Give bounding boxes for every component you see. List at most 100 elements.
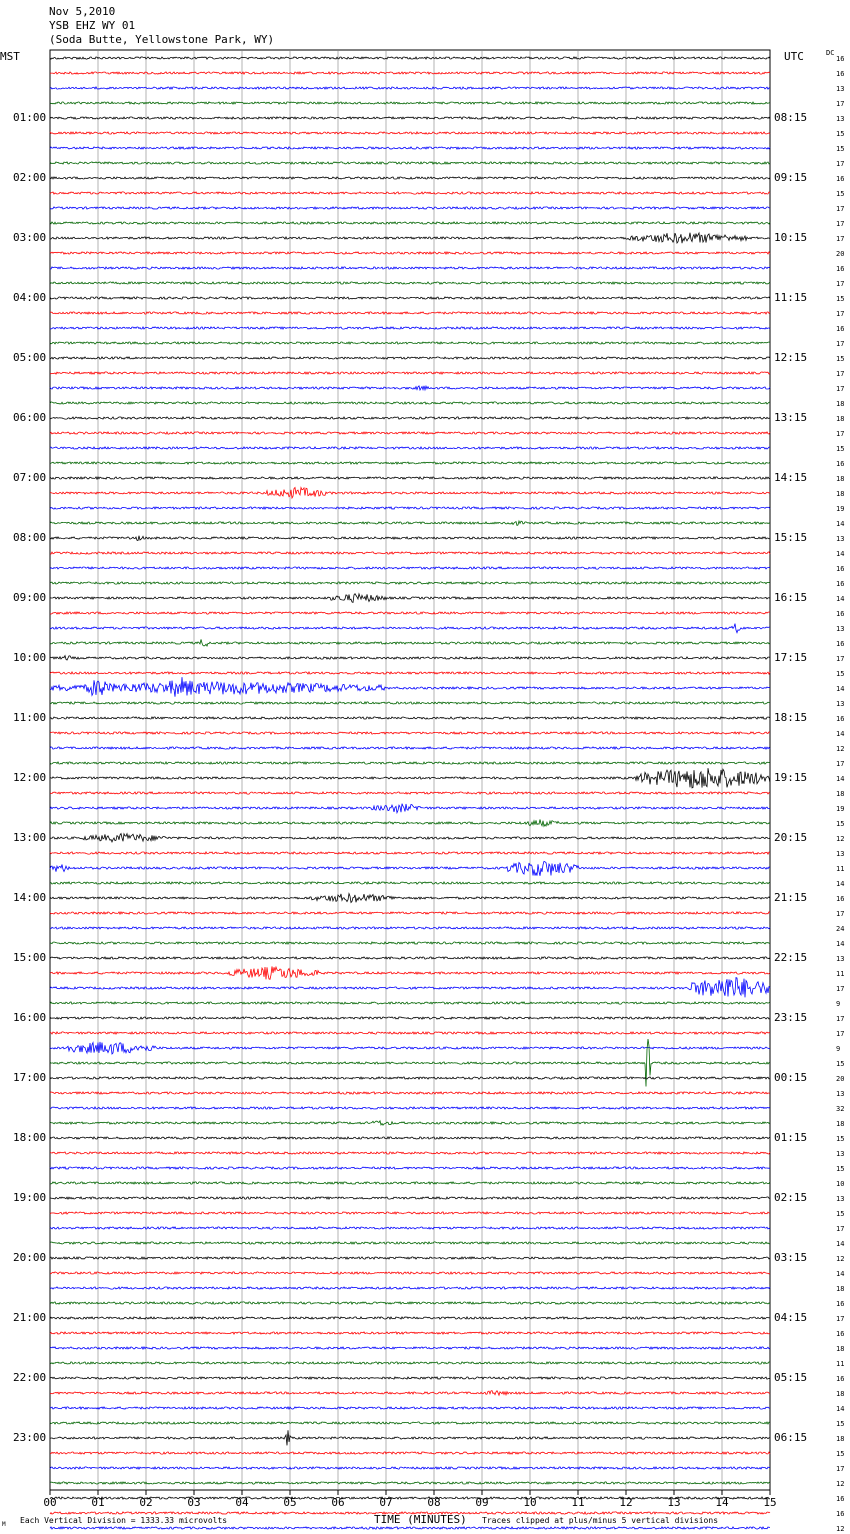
trace-row [50,1430,771,1446]
trace-row [49,1421,771,1425]
trace-row [49,176,771,180]
utc-hour-label: 11:15 [774,291,808,304]
dc-offset-value: 15 [836,130,845,138]
dc-offset-value: 18 [836,490,845,498]
dc-offset-value: 17 [836,760,845,768]
utc-hour-label: 02:15 [774,1191,808,1204]
dc-offset-value: 15 [836,1165,845,1173]
dc-offset-value: 18 [836,400,845,408]
trace-row [49,296,771,300]
x-tick-label: 09 [475,1496,488,1509]
dc-offset-value: 18 [836,1390,845,1398]
dc-offset-value: 16 [836,1510,845,1518]
x-tick-label: 02 [139,1496,152,1509]
mst-hour-label: 09:00 [13,591,47,604]
x-tick-label: 08 [427,1496,440,1509]
mst-hour-label: 17:00 [13,1071,47,1084]
dc-offset-value: 15 [836,145,845,153]
trace-row [49,1361,771,1365]
trace-row [49,677,771,697]
utc-hour-label: 22:15 [774,951,808,964]
trace-row [49,581,771,585]
dc-offset-value: 14 [836,730,845,738]
trace-row [49,1136,771,1140]
dc-offset-value: 17 [836,1315,845,1323]
dc-offset-value: 17 [836,235,845,243]
trace-row [49,116,771,120]
trace-row [49,519,771,526]
dc-offset-value: 11 [836,865,845,873]
dc-offset-value: 13 [836,115,845,123]
dc-offset-value: 14 [836,1240,845,1248]
trace-row [49,851,771,855]
dc-offset-value: 13 [836,1150,845,1158]
dc-offset-value: 18 [836,1435,845,1443]
trace-row [49,1076,771,1080]
dc-offset-value: 14 [836,550,845,558]
trace-row [49,880,771,885]
utc-hour-label: 20:15 [774,831,808,844]
dc-offset-value: 15 [836,1210,845,1218]
dc-offset-value: 16 [836,715,845,723]
trace-row [49,1331,771,1335]
utc-hour-label: 18:15 [774,711,808,724]
mst-hour-label: 13:00 [13,831,47,844]
dc-offset-value: 12 [836,1525,845,1533]
mst-hour-label: 15:00 [13,951,47,964]
trace-row [49,101,771,105]
x-tick-label: 04 [235,1496,249,1509]
trace-row [49,1211,771,1215]
dc-offset-value: 16 [836,265,845,273]
trace-row [49,145,771,151]
trace-row [49,1526,771,1530]
dc-offset-value: 13 [836,1195,845,1203]
right-timezone-label: UTC [784,50,804,63]
trace-row [49,566,771,570]
dc-offset-value: 18 [836,475,845,483]
utc-hour-label: 19:15 [774,771,808,784]
trace-row [49,1226,771,1230]
trace-row [49,431,771,435]
dc-offset-value: 15 [836,1060,845,1068]
trace-row [50,266,771,270]
dc-offset-value: 14 [836,1270,845,1278]
trace-row [49,768,771,789]
trace-row [49,1119,771,1126]
dc-offset-value: 17 [836,910,845,918]
dc-offset-value: 11 [836,970,845,978]
dc-offset-value: 12 [836,1255,845,1263]
mst-hour-label: 01:00 [13,111,47,124]
trace-row [49,746,771,751]
corner-mark: M [2,1521,6,1528]
x-tick-label: 03 [187,1496,200,1509]
dc-offset-value: 16 [836,325,845,333]
dc-offset-value: 16 [836,1495,845,1503]
header-date: Nov 5,2010 [49,5,116,18]
trace-row [49,161,771,165]
trace-row [49,1496,771,1500]
dc-offset-value: 13 [836,850,845,858]
mst-hour-label: 14:00 [13,891,47,904]
trace-row [49,356,771,360]
dc-offset-value: 10 [836,1180,845,1188]
trace-row [50,486,771,500]
mst-hour-label: 23:00 [13,1431,47,1444]
trace-row [49,445,771,450]
utc-hour-label: 23:15 [774,1011,808,1024]
trace-row [49,791,771,795]
header-location: (Soda Butte, Yellowstone Park, WY) [49,33,275,46]
x-tick-label: 11 [571,1496,584,1509]
dc-offset-value: 16 [836,640,845,648]
trace-row [49,926,771,930]
x-tick-label: 15 [763,1496,776,1509]
dc-offset-value: 16 [836,580,845,588]
mst-hour-label: 07:00 [13,471,47,484]
dc-offset-value: 17 [836,385,845,393]
dc-offset-value: 17 [836,655,845,663]
trace-row [49,325,771,331]
trace-row [49,654,771,661]
dc-offset-value: 9 [836,1000,841,1008]
header-station: YSB EHZ WY 01 [49,19,136,32]
dc-offset-value: 16 [836,175,845,183]
dc-offset-value: 16 [836,1375,845,1383]
